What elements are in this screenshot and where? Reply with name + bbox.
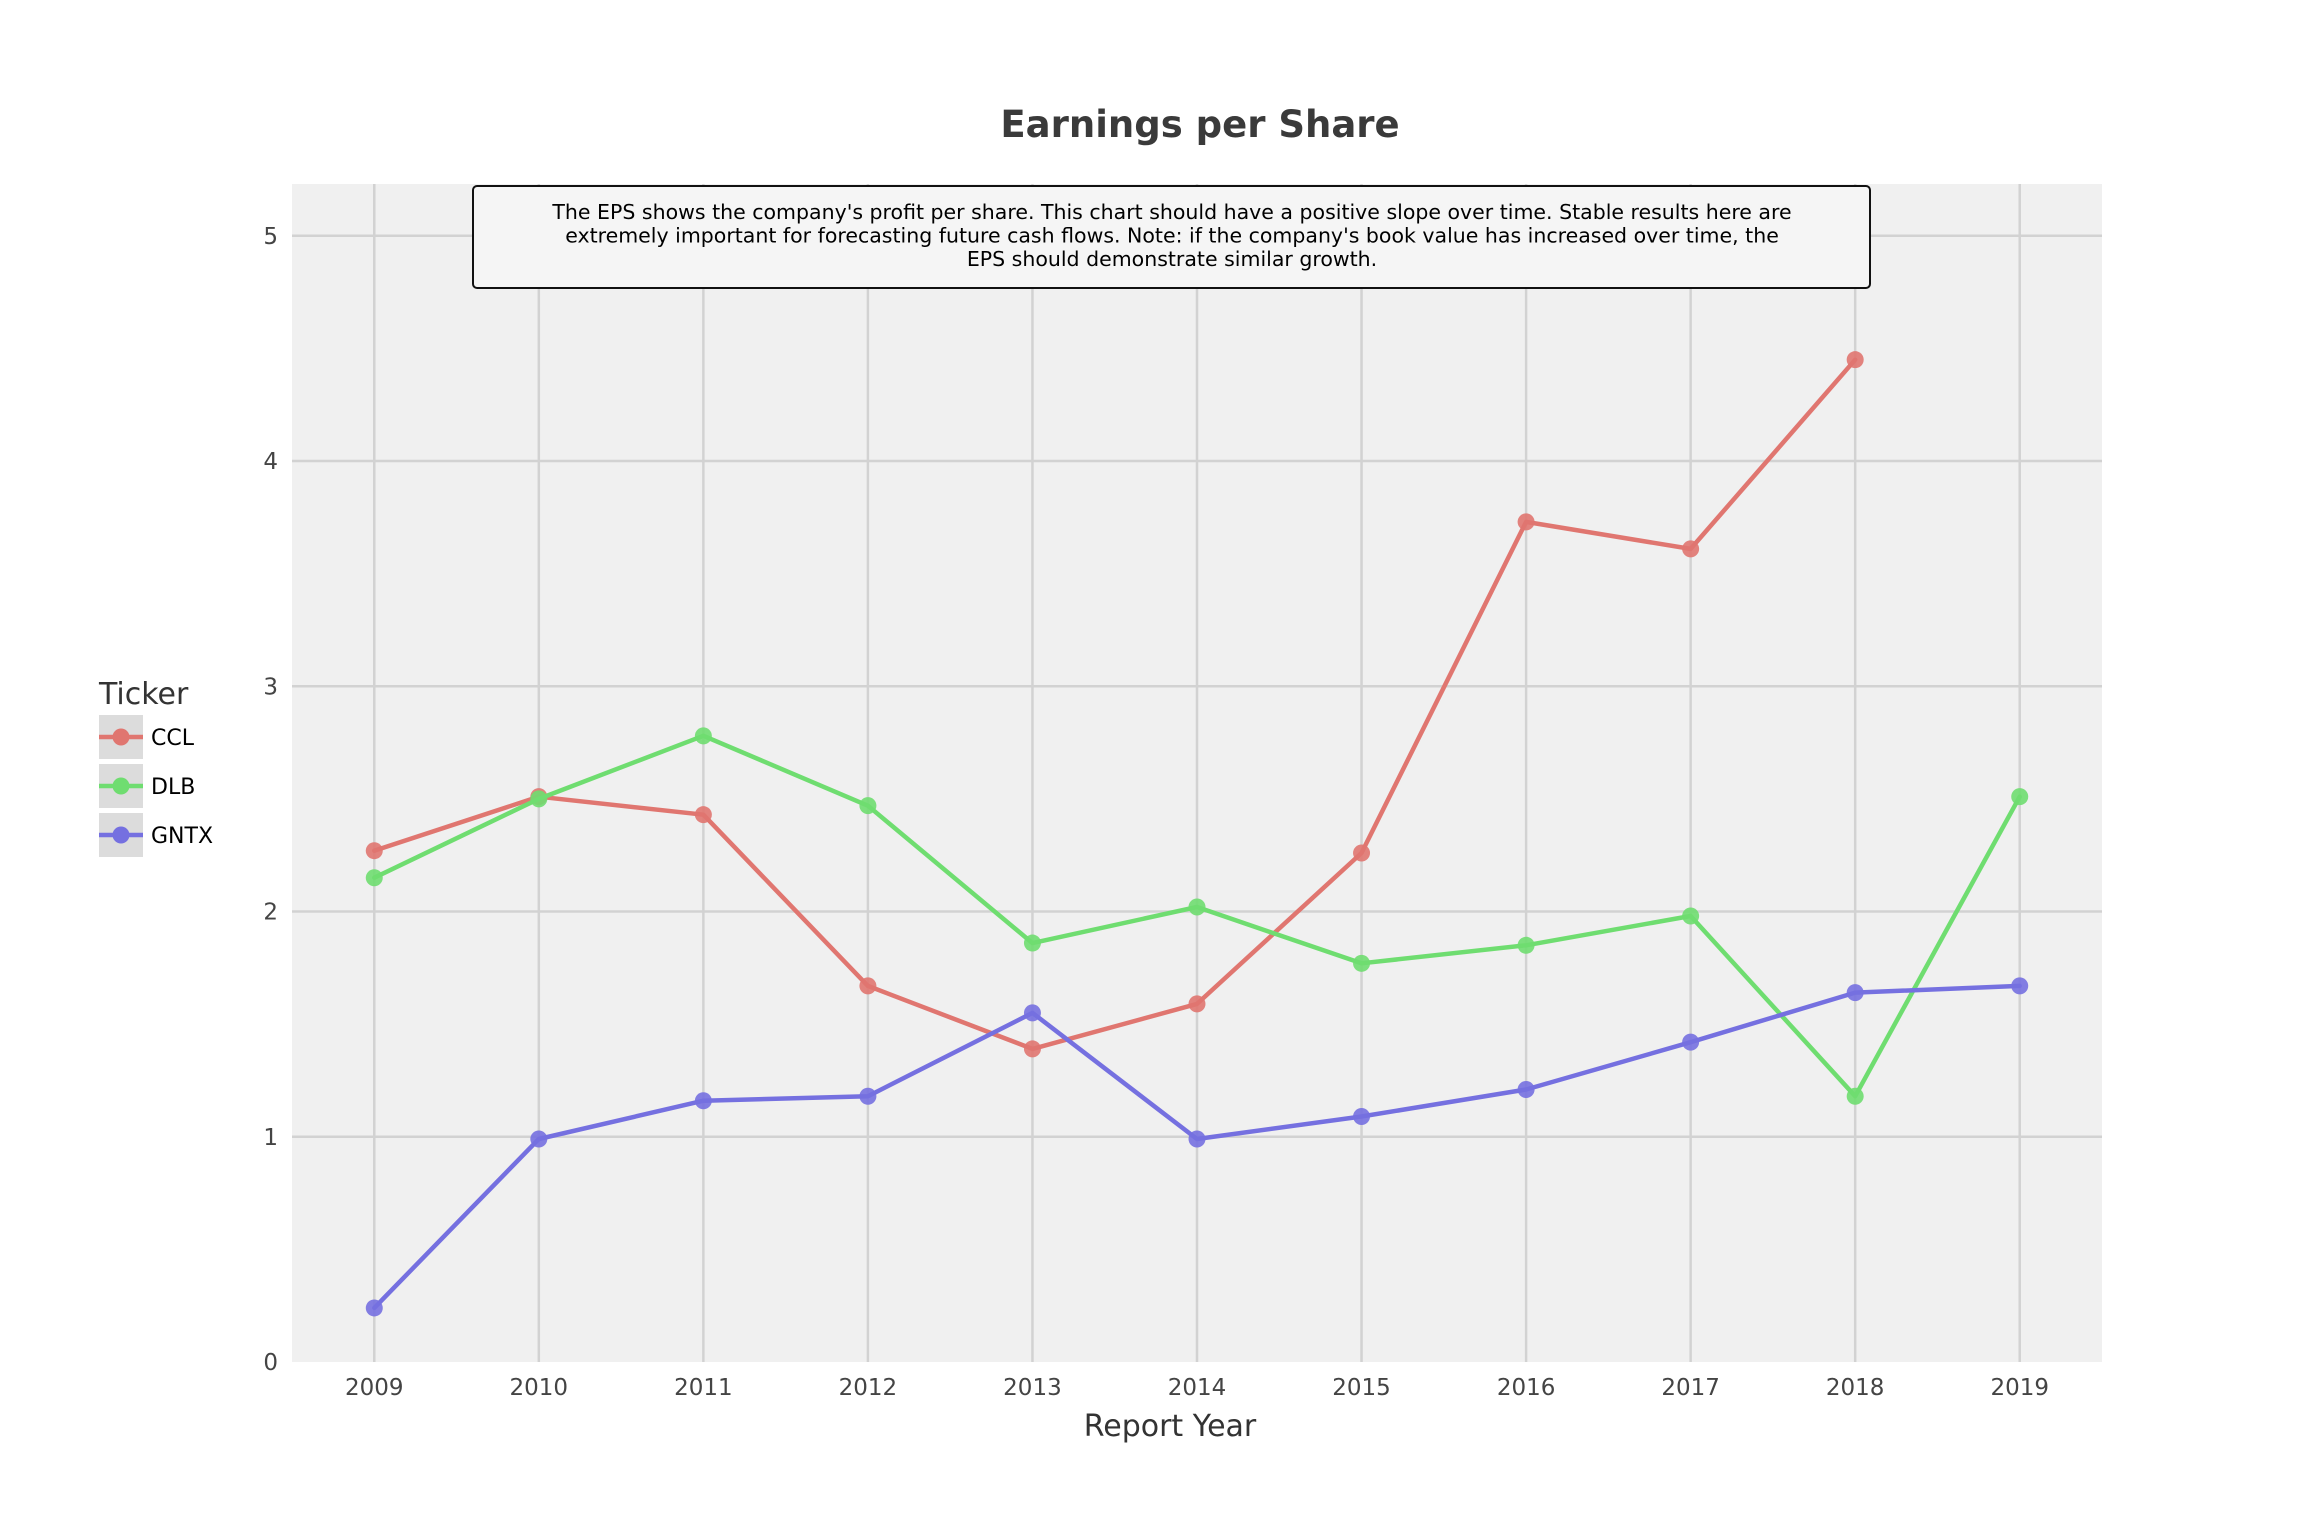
annotation-line: EPS should demonstrate similar growth.: [967, 247, 1377, 271]
data-point: [1023, 934, 1041, 952]
x-tick-label: 2011: [674, 1375, 733, 1401]
x-tick-label: 2017: [1661, 1375, 1720, 1401]
series-line: [372, 357, 1858, 1052]
data-point: [1353, 1107, 1371, 1125]
legend-title: Ticker: [98, 677, 189, 712]
legend-label: GNTX: [151, 824, 213, 849]
data-point: [1188, 898, 1206, 916]
data-point: [1517, 513, 1535, 531]
legend-label: CCL: [151, 726, 195, 751]
data-point: [530, 1130, 548, 1148]
legend-item-gntx: GNTX: [99, 813, 213, 857]
chart-title: Earnings per Share: [1000, 103, 1399, 146]
x-axis-title: Report Year: [1084, 1409, 1257, 1444]
annotation-line: The EPS shows the company's profit per s…: [551, 200, 1791, 224]
data-point: [365, 842, 383, 860]
series-layer: [365, 351, 2029, 1317]
legend-item-ccl: CCL: [99, 715, 195, 759]
data-point: [1517, 936, 1535, 954]
data-point: [859, 1087, 877, 1105]
data-point: [1353, 954, 1371, 972]
x-tick-label: 2013: [1003, 1375, 1062, 1401]
x-tick-label: 2012: [839, 1375, 898, 1401]
data-point: [1846, 351, 1864, 369]
data-point: [1188, 1130, 1206, 1148]
series-dlb: [365, 727, 2029, 1105]
data-point: [2011, 977, 2029, 995]
axis-ticks: 2009 2010 2011 2012 2013 2014 2015 2016 2017 2018…: [263, 224, 2049, 1401]
x-tick-label: 2019: [1990, 1375, 2049, 1401]
series-gntx: [365, 977, 2029, 1317]
legend-item-dlb: DLB: [99, 764, 195, 808]
y-tick-label: 3: [263, 674, 278, 700]
data-point: [859, 797, 877, 815]
y-tick-label: 1: [263, 1125, 278, 1151]
data-point: [1023, 1004, 1041, 1022]
series-ccl: [365, 351, 1864, 1058]
data-point: [530, 790, 548, 808]
annotation-line: extremely important for forecasting futu…: [565, 224, 1779, 248]
x-tick-label: 2014: [1168, 1375, 1227, 1401]
data-point: [694, 1092, 712, 1110]
x-tick-label: 2010: [510, 1375, 569, 1401]
x-tick-label: 2015: [1332, 1375, 1391, 1401]
data-point: [694, 727, 712, 745]
data-point: [365, 869, 383, 887]
legend-label: DLB: [151, 775, 195, 800]
y-tick-label: 2: [263, 900, 278, 926]
annotation-box: The EPS shows the company's profit per s…: [472, 185, 1871, 289]
data-point: [1682, 540, 1700, 558]
legend-marker-icon: [112, 777, 130, 795]
x-tick-label: 2009: [345, 1375, 404, 1401]
data-point: [859, 977, 877, 995]
data-point: [1353, 844, 1371, 862]
legend: Ticker CCL DLB GNTX: [98, 677, 213, 857]
legend-marker-icon: [112, 826, 130, 844]
y-tick-label: 4: [263, 449, 278, 475]
legend-marker-icon: [112, 728, 130, 746]
data-point: [1023, 1040, 1041, 1058]
annotation-frame: [472, 185, 1871, 289]
data-point: [1682, 1033, 1700, 1051]
data-point: [2011, 788, 2029, 806]
data-point: [1846, 1087, 1864, 1105]
x-tick-label: 2018: [1826, 1375, 1885, 1401]
data-point: [365, 1299, 383, 1317]
data-point: [1682, 907, 1700, 925]
legend-items: CCL DLB GNTX: [99, 715, 213, 857]
y-tick-label: 5: [263, 224, 278, 250]
x-tick-label: 2016: [1497, 1375, 1556, 1401]
data-point: [1188, 995, 1206, 1013]
y-tick-label: 0: [263, 1350, 278, 1376]
data-point: [1517, 1080, 1535, 1098]
data-point: [1846, 984, 1864, 1002]
data-point: [694, 806, 712, 824]
